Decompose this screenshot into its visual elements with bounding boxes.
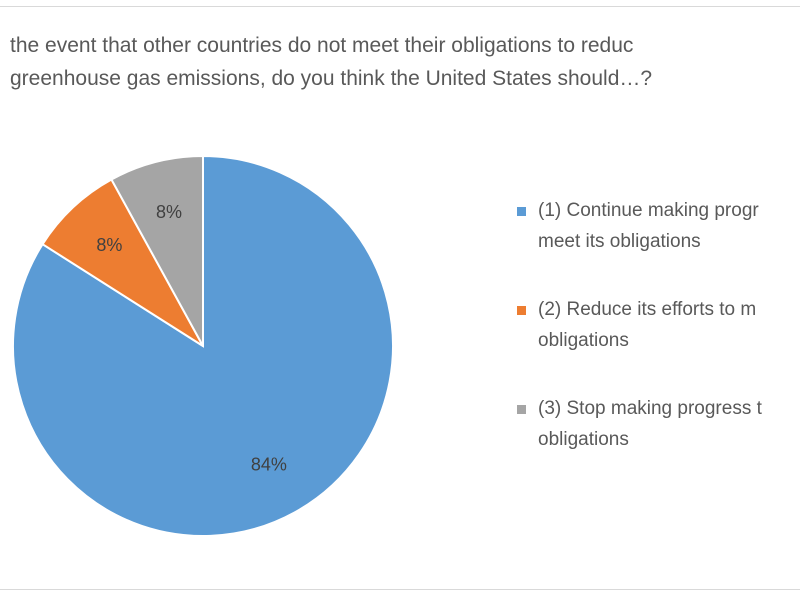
legend-label-line-1: (2) Reduce its efforts to m [538,299,757,320]
pie-slice-reduce [41,178,204,347]
legend-label-line-1: (1) Continue making progr [538,200,759,221]
legend-item-continue: (1) Continue making progr meet its oblig… [517,195,800,257]
legend-label-line-2: obligations [538,429,629,450]
legend-item-reduce: (2) Reduce its efforts to m obligations [517,294,800,356]
legend-label-line-2: obligations [538,330,629,351]
legend-swatch-reduce [517,306,526,315]
chart-title-line-1: the event that other countries do not me… [10,34,634,57]
legend-swatch-stop [517,405,526,414]
pie-chart: 84% 8% 8% [12,154,394,537]
legend-label-line-1: (3) Stop making progress t [538,398,762,419]
chart-frame: the event that other countries do not me… [0,6,800,590]
legend-item-stop: (3) Stop making progress t obligations [517,393,800,455]
data-label-reduce: 8% [96,235,122,255]
legend-swatch-continue [517,207,526,216]
data-label-continue: 84% [251,455,287,475]
chart-title-line-2: greenhouse gas emissions, do you think t… [10,67,653,90]
data-label-stop: 8% [156,202,182,222]
legend-label-line-2: meet its obligations [538,231,701,252]
chart-legend: (1) Continue making progr meet its oblig… [517,195,800,492]
chart-title: the event that other countries do not me… [10,29,800,95]
pie-slice-stop [110,154,204,347]
